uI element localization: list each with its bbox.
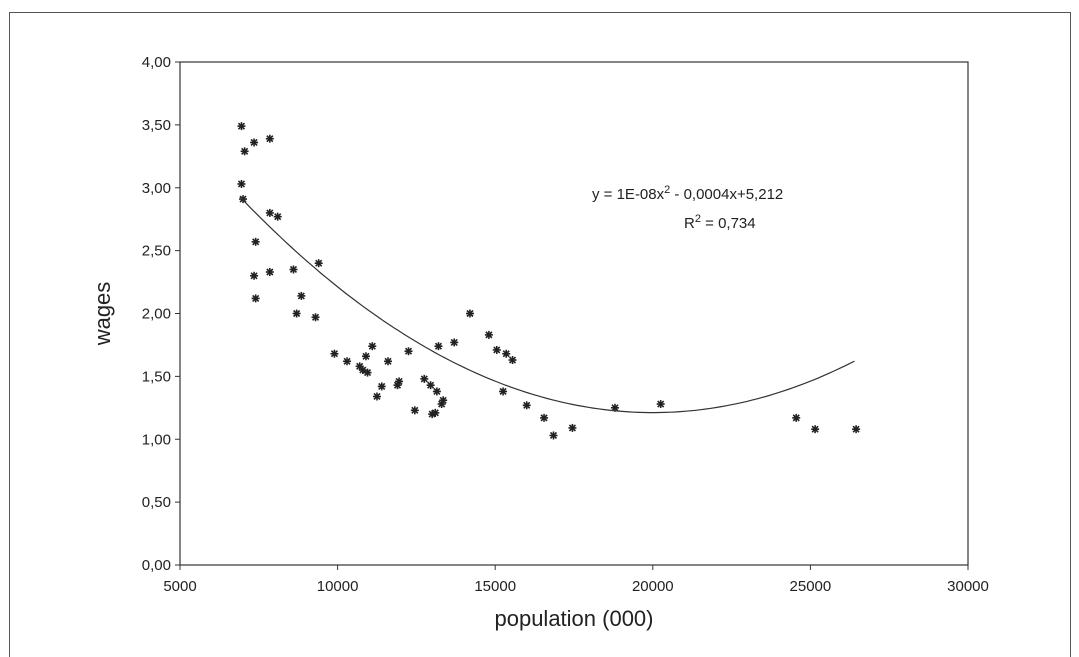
data-point — [251, 294, 260, 303]
data-point — [484, 330, 493, 339]
y-tick-label: 2,00 — [142, 306, 171, 323]
x-tick-label: 15000 — [474, 578, 516, 595]
y-tick-label: 3,00 — [142, 180, 171, 197]
data-point — [434, 342, 443, 351]
data-points — [237, 122, 861, 440]
x-tick-label: 10000 — [317, 578, 359, 595]
data-point — [363, 368, 372, 377]
data-point — [265, 208, 274, 217]
y-tick-label: 0,00 — [142, 557, 171, 574]
data-point — [239, 195, 248, 204]
equation-main: y = 1E-08x — [592, 186, 665, 203]
data-point — [265, 268, 274, 277]
data-point — [439, 396, 448, 405]
r2-value: = 0,734 — [701, 215, 756, 232]
y-tick-label: 4,00 — [142, 54, 171, 71]
data-point — [289, 265, 298, 274]
data-point — [568, 423, 577, 432]
r2-label: R — [684, 215, 695, 232]
chart-frame — [9, 12, 1071, 657]
data-point — [426, 381, 435, 390]
data-point — [368, 342, 377, 351]
data-point — [502, 349, 511, 358]
data-point — [508, 356, 517, 365]
data-point — [297, 291, 306, 300]
data-point — [492, 345, 501, 354]
data-point — [404, 347, 413, 356]
data-point — [522, 401, 531, 410]
y-tick-label: 1,00 — [142, 431, 171, 448]
data-point — [852, 425, 861, 434]
r2-superscript: 2 — [695, 213, 701, 225]
trendline-equation: y = 1E-08x2 - 0,0004x+5,212 — [592, 184, 783, 203]
y-axis-title: wages — [90, 282, 115, 347]
data-point — [395, 377, 404, 386]
equation-superscript: 2 — [664, 184, 670, 196]
data-point — [314, 259, 323, 268]
x-tick-label: 20000 — [632, 578, 674, 595]
data-point — [420, 374, 429, 383]
data-point — [450, 338, 459, 347]
data-point — [292, 309, 301, 318]
data-point — [250, 271, 259, 280]
data-point — [237, 179, 246, 188]
x-tick-label: 30000 — [947, 578, 989, 595]
data-point — [237, 122, 246, 131]
equation-rest: - 0,0004x+5,212 — [670, 186, 783, 203]
y-tick-label: 1,50 — [142, 368, 171, 385]
data-point — [432, 387, 441, 396]
x-axis-title: population (000) — [494, 606, 653, 631]
data-point — [540, 413, 549, 422]
data-point — [549, 431, 558, 440]
data-point — [240, 147, 249, 156]
data-point — [343, 357, 352, 366]
data-point — [384, 357, 393, 366]
data-point — [311, 313, 320, 322]
data-point — [377, 382, 386, 391]
data-point — [410, 406, 419, 415]
data-point — [273, 212, 282, 221]
r-squared-label: R2 = 0,734 — [684, 213, 756, 232]
axis-ticks: 5000 10000 15000 20000 25000 30000 0,00 0,50 1,0… — [142, 54, 989, 595]
y-tick-label: 2,50 — [142, 243, 171, 260]
data-point — [251, 237, 260, 246]
data-point — [250, 138, 259, 147]
data-point — [361, 352, 370, 361]
y-tick-label: 0,50 — [142, 494, 171, 511]
data-point — [431, 408, 440, 417]
data-point — [792, 413, 801, 422]
data-point — [465, 309, 474, 318]
x-tick-label: 5000 — [163, 578, 196, 595]
data-point — [656, 400, 665, 409]
data-point — [499, 387, 508, 396]
data-point — [330, 349, 339, 358]
x-tick-label: 25000 — [790, 578, 832, 595]
y-tick-label: 3,50 — [142, 117, 171, 134]
data-point — [265, 134, 274, 143]
data-point — [811, 425, 820, 434]
data-point — [373, 392, 381, 401]
trendline — [239, 196, 855, 414]
